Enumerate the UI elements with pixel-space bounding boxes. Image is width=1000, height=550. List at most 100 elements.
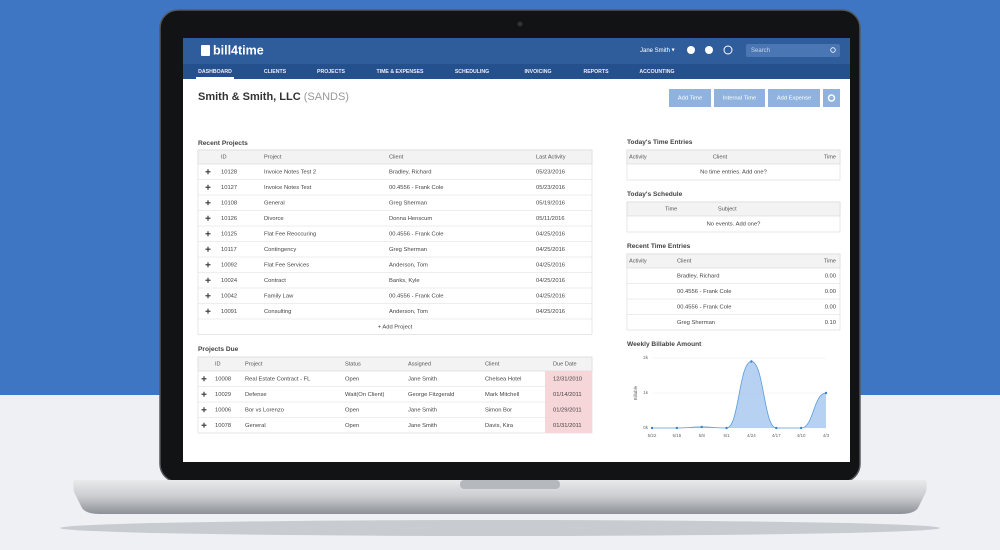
expand-icon[interactable]	[205, 200, 211, 206]
area-line	[652, 361, 827, 429]
expand-icon[interactable]	[205, 246, 211, 252]
user-menu[interactable]: Jane Smith ▾	[640, 48, 675, 54]
column-header: Project	[245, 361, 263, 367]
add-link[interactable]: + Add Project	[378, 324, 413, 330]
table-cell: Consulting	[264, 309, 291, 315]
chart-title: Weekly Billable Amount	[627, 341, 702, 348]
table-cell: Jane Smith	[408, 407, 437, 413]
section-title: Projects Due	[198, 346, 239, 353]
column-header: Activity	[629, 154, 647, 160]
table-cell: 0.00	[825, 289, 836, 295]
action-button-label[interactable]: Internal Time	[723, 96, 757, 102]
expand-icon[interactable]	[205, 169, 211, 175]
column-header: Client	[713, 154, 728, 160]
gear-icon[interactable]	[827, 94, 836, 102]
nav-item[interactable]: SCHEDULING	[455, 69, 489, 75]
table-cell: Invoice Notes Test	[264, 185, 312, 191]
logo-icon	[201, 45, 210, 56]
table-cell: 10117	[221, 247, 237, 253]
action-button[interactable]	[768, 89, 820, 107]
add-icon[interactable]	[687, 46, 695, 54]
timer-icon[interactable]	[723, 45, 733, 55]
section-title: Today's Schedule	[627, 191, 683, 198]
x-tick-label: 4/3	[823, 433, 830, 438]
empty-message[interactable]: No events. Add one?	[707, 222, 762, 228]
x-tick-label: 5/22	[648, 433, 657, 438]
help-icon[interactable]	[705, 46, 713, 54]
table-cell: 00.4556 - Frank Cole	[389, 293, 443, 299]
table-header	[197, 356, 593, 372]
table-cell: Simon Bor	[485, 407, 512, 413]
table-cell: 10108	[221, 200, 237, 206]
action-button-label[interactable]: Add Expense	[777, 96, 811, 102]
nav-bar	[183, 64, 850, 79]
table-cell: 01/31/2011	[553, 423, 582, 429]
expand-icon[interactable]	[205, 231, 211, 237]
search-box[interactable]	[746, 44, 840, 57]
column-header: Status	[345, 361, 361, 367]
table-cell: Open	[345, 376, 359, 382]
expand-icon[interactable]	[205, 308, 211, 314]
table-cell: Donna Henscum	[389, 216, 432, 222]
table-cell: 10078	[215, 423, 231, 429]
action-button-label[interactable]: Add Time	[678, 96, 703, 102]
search-icon[interactable]	[830, 47, 836, 53]
table-cell: 00.4556 - Frank Cole	[389, 231, 443, 237]
expand-icon[interactable]	[205, 262, 211, 268]
x-tick-label: 4/10	[797, 433, 806, 438]
action-button[interactable]	[669, 89, 711, 107]
table-cell: Divorce	[264, 216, 284, 222]
expand-icon[interactable]	[205, 215, 211, 221]
table-cell: Jane Smith	[408, 423, 437, 429]
expand-icon[interactable]	[201, 407, 207, 413]
action-button[interactable]	[714, 89, 765, 107]
table-cell: 0.10	[825, 320, 836, 326]
section-title: Recent Projects	[198, 140, 248, 147]
nav-item[interactable]: ACCOUNTING	[639, 69, 674, 75]
table-cell: 10126	[221, 216, 237, 222]
table-cell: 05/23/2016	[536, 169, 565, 175]
table-cell: 10127	[221, 185, 237, 191]
expand-icon[interactable]	[205, 277, 211, 283]
column-header: Client	[485, 361, 500, 367]
x-tick-label: 5/8	[699, 433, 706, 438]
table-cell: 04/25/2016	[536, 293, 565, 299]
table-header	[197, 149, 593, 165]
logo[interactable]: bill4time	[213, 43, 264, 57]
x-tick-label: 5/1	[723, 433, 730, 438]
table-cell: Invoice Notes Test 2	[264, 169, 316, 175]
nav-item[interactable]: TIME & EXPENSES	[377, 69, 425, 75]
table-cell: 10125	[221, 231, 237, 237]
nav-item[interactable]: REPORTS	[583, 69, 609, 75]
nav-item[interactable]: CLIENTS	[264, 69, 287, 75]
nav-item[interactable]: PROJECTS	[317, 69, 346, 75]
nav-item[interactable]: INVOICING	[524, 69, 551, 75]
table-cell: 0.00	[825, 273, 836, 279]
empty-message[interactable]: No time entries. Add one?	[700, 170, 767, 176]
table-cell: Open	[345, 407, 359, 413]
column-header: Assigned	[408, 361, 431, 367]
search-placeholder[interactable]: Search	[751, 48, 770, 54]
expand-icon[interactable]	[205, 184, 211, 190]
table-cell: 05/11/2016	[536, 216, 565, 222]
nav-item[interactable]: DASHBOARD	[198, 69, 232, 75]
column-header: Project	[264, 154, 282, 160]
data-point	[750, 360, 753, 363]
table-cell: Greg Sherman	[389, 247, 427, 253]
due-highlight	[545, 371, 592, 387]
expand-icon[interactable]	[201, 376, 207, 382]
expand-icon[interactable]	[201, 422, 207, 428]
expand-icon[interactable]	[201, 391, 207, 397]
table-cell: 01/29/2011	[553, 407, 582, 413]
client-code: (SANDS)	[304, 91, 349, 103]
y-tick-label: 0k	[643, 425, 649, 430]
table-header	[626, 149, 841, 165]
user-name[interactable]: Jane Smith	[640, 48, 670, 54]
table-cell: 10128	[221, 169, 237, 175]
x-tick-label: 5/15	[672, 433, 681, 438]
table-cell: Greg Sherman	[389, 200, 427, 206]
settings-button[interactable]	[823, 89, 840, 107]
table-cell: Real Estate Contract - FL	[245, 376, 311, 382]
data-point	[824, 391, 828, 395]
expand-icon[interactable]	[205, 293, 211, 299]
